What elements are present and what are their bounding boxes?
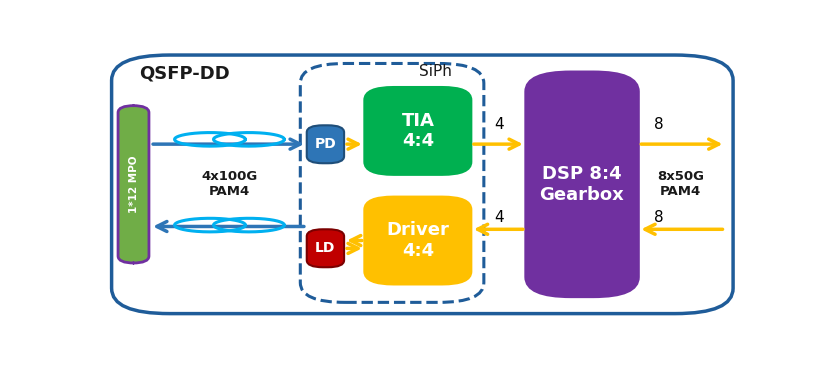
Text: 4: 4 (494, 210, 504, 225)
Text: PD: PD (315, 137, 337, 151)
Text: 8: 8 (654, 117, 664, 132)
FancyBboxPatch shape (526, 72, 638, 297)
Text: DSP 8:4
Gearbox: DSP 8:4 Gearbox (539, 165, 624, 204)
FancyBboxPatch shape (365, 87, 471, 174)
FancyBboxPatch shape (365, 197, 471, 284)
Text: TIA
4:4: TIA 4:4 (401, 112, 435, 150)
FancyBboxPatch shape (307, 125, 344, 163)
Text: 1*12 MPO: 1*12 MPO (129, 155, 139, 213)
Text: 8: 8 (654, 210, 664, 225)
Text: 4x100G
PAM4: 4x100G PAM4 (201, 170, 258, 198)
FancyBboxPatch shape (118, 105, 149, 263)
Text: 8x50G
PAM4: 8x50G PAM4 (656, 170, 704, 198)
FancyBboxPatch shape (307, 229, 344, 267)
Text: QSFP-DD: QSFP-DD (140, 64, 230, 82)
Text: 4: 4 (494, 117, 504, 132)
Text: Driver
4:4: Driver 4:4 (386, 221, 450, 260)
Text: LD: LD (315, 241, 336, 256)
Text: SiPh: SiPh (419, 64, 452, 80)
